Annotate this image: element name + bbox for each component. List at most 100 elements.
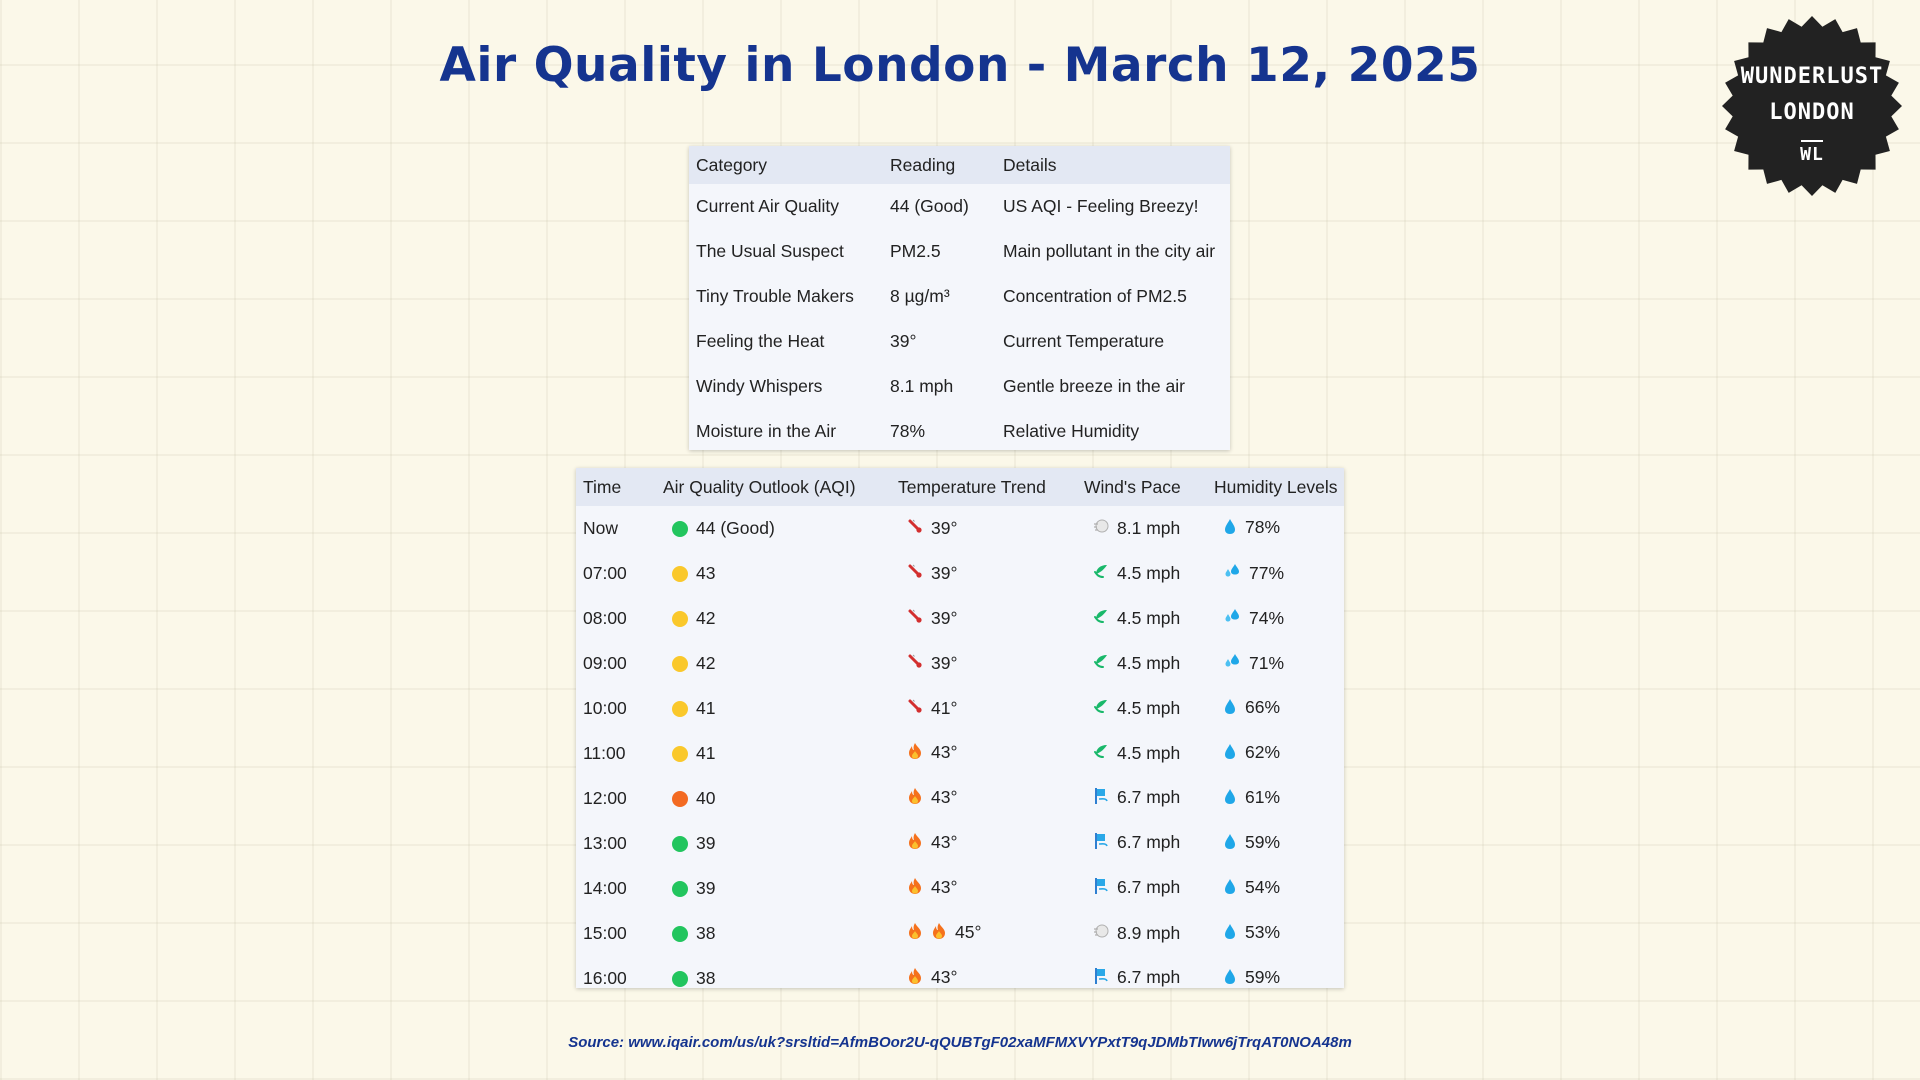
summary-category-text: Moisture in the Air bbox=[696, 421, 837, 441]
forecast-aqi: 38 bbox=[656, 956, 891, 1001]
wind-text: 6.7 mph bbox=[1117, 832, 1181, 853]
forecast-time: 11:00 bbox=[576, 731, 656, 776]
summary-category: Current Air Quality bbox=[689, 184, 883, 229]
summary-reading-text: 39° bbox=[890, 331, 917, 351]
humidity-text: 59% bbox=[1245, 832, 1281, 853]
forecast-aqi: 39 bbox=[656, 866, 891, 911]
forecast-aqi: 40 bbox=[656, 776, 891, 821]
forecast-row: Now 44 (Good) 39° 8.1 mph 78% bbox=[576, 506, 1344, 551]
temperature-text: 43° bbox=[931, 742, 958, 763]
time-text: 13:00 bbox=[583, 833, 627, 853]
summary-row: Tiny Trouble Makers 8 µg/m³ Concentration … bbox=[689, 274, 1230, 319]
sweat-droplets-icon bbox=[1223, 563, 1241, 584]
aqi-status-dot-icon bbox=[672, 791, 688, 808]
forecast-header-humidity: Humidity Levels bbox=[1207, 468, 1344, 506]
temperature-text: 43° bbox=[931, 832, 958, 853]
forecast-wind: 6.7 mph bbox=[1077, 866, 1207, 911]
summary-reading-text: 78% bbox=[890, 421, 926, 441]
humidity-text: 78% bbox=[1245, 517, 1281, 538]
aqi-text: 42 bbox=[696, 653, 716, 673]
forecast-time: 12:00 bbox=[576, 776, 656, 821]
aqi-text: 38 bbox=[696, 923, 716, 943]
sweat-droplets-icon bbox=[1223, 653, 1241, 674]
aqi-status-dot-icon bbox=[672, 881, 688, 898]
forecast-temperature: 41° bbox=[891, 686, 1077, 731]
aqi-text: 43 bbox=[696, 563, 716, 583]
forecast-wind: 4.5 mph bbox=[1077, 641, 1207, 686]
forecast-temperature: 39° bbox=[891, 551, 1077, 596]
forecast-time: 15:00 bbox=[576, 911, 656, 956]
forecast-time: 08:00 bbox=[576, 596, 656, 641]
summary-row: The Usual Suspect PM2.5 Main pollutant in … bbox=[689, 229, 1230, 274]
summary-reading: 8.1 mph bbox=[883, 364, 996, 409]
forecast-time: 14:00 bbox=[576, 866, 656, 911]
aqi-status-dot-icon bbox=[672, 971, 688, 988]
wind-flag-icon bbox=[1093, 877, 1109, 900]
temperature-text: 43° bbox=[931, 877, 958, 898]
forecast-temperature: 43° bbox=[891, 866, 1077, 911]
forecast-temperature: 39° bbox=[891, 596, 1077, 641]
fire-icon bbox=[907, 742, 923, 765]
time-text: Now bbox=[583, 518, 619, 538]
humidity-text: 71% bbox=[1249, 652, 1285, 673]
source-link[interactable]: Source: www.iqair.com/us/uk?srsltid=AfmB… bbox=[568, 1034, 1352, 1051]
wind-text: 6.7 mph bbox=[1117, 787, 1181, 808]
forecast-row: 08:00 42 39° 4.5 mph 74% bbox=[576, 596, 1344, 641]
humidity-text: 66% bbox=[1245, 697, 1281, 718]
forecast-time: 09:00 bbox=[576, 641, 656, 686]
forecast-humidity: 61% bbox=[1207, 776, 1344, 821]
badge-line-1: WUNDERLUST bbox=[1740, 64, 1884, 89]
aqi-text: 38 bbox=[696, 968, 716, 988]
forecast-row: 07:00 43 39° 4.5 mph 77% bbox=[576, 551, 1344, 596]
droplet-icon bbox=[1223, 698, 1237, 720]
badge-line-2: LONDON bbox=[1769, 100, 1855, 125]
forecast-humidity: 59% bbox=[1207, 821, 1344, 866]
forecast-wind: 4.5 mph bbox=[1077, 731, 1207, 776]
forecast-humidity: 62% bbox=[1207, 731, 1344, 776]
summary-category: Windy Whispers bbox=[689, 364, 883, 409]
summary-reading: 78% bbox=[883, 409, 996, 454]
time-text: 16:00 bbox=[583, 968, 627, 988]
droplet-icon bbox=[1223, 878, 1237, 900]
leaf-wind-icon bbox=[1093, 653, 1109, 674]
fire-icon bbox=[907, 922, 923, 945]
wind-text: 8.1 mph bbox=[1117, 517, 1181, 538]
time-text: 12:00 bbox=[583, 788, 627, 808]
summary-details-text: Relative Humidity bbox=[1003, 421, 1140, 441]
wind-text: 6.7 mph bbox=[1117, 967, 1181, 988]
thermometer-icon bbox=[907, 698, 923, 719]
leaf-wind-icon bbox=[1093, 698, 1109, 719]
forecast-humidity: 77% bbox=[1207, 551, 1344, 596]
summary-category: Tiny Trouble Makers bbox=[689, 274, 883, 319]
humidity-text: 62% bbox=[1245, 742, 1281, 763]
thermometer-icon bbox=[907, 608, 923, 629]
forecast-time: 13:00 bbox=[576, 821, 656, 866]
forecast-wind: 4.5 mph bbox=[1077, 596, 1207, 641]
summary-details: Gentle breeze in the air bbox=[996, 364, 1230, 409]
forecast-row: 14:00 39 43° 6.7 mph 54% bbox=[576, 866, 1344, 911]
forecast-row: 12:00 40 43° 6.7 mph 61% bbox=[576, 776, 1344, 821]
wind-text: 4.5 mph bbox=[1117, 742, 1181, 763]
summary-category-text: Tiny Trouble Makers bbox=[696, 286, 854, 306]
wind-face-icon bbox=[1093, 923, 1109, 944]
thermometer-icon bbox=[907, 563, 923, 584]
aqi-status-dot-icon bbox=[672, 611, 688, 628]
time-text: 14:00 bbox=[583, 878, 627, 898]
forecast-humidity: 66% bbox=[1207, 686, 1344, 731]
forecast-row: 11:00 41 43° 4.5 mph 62% bbox=[576, 731, 1344, 776]
summary-details: Relative Humidity bbox=[996, 409, 1230, 454]
leaf-wind-icon bbox=[1093, 743, 1109, 764]
droplet-icon bbox=[1223, 833, 1237, 855]
wunderlust-logo: WUNDERLUST LONDON WL bbox=[1722, 16, 1902, 196]
forecast-temperature: 43° bbox=[891, 956, 1077, 1001]
leaf-wind-icon bbox=[1093, 563, 1109, 584]
forecast-humidity: 53% bbox=[1207, 911, 1344, 956]
forecast-row: 15:00 38 45° 8.9 mph 53% bbox=[576, 911, 1344, 956]
humidity-text: 53% bbox=[1245, 922, 1281, 943]
summary-reading-text: 8 µg/m³ bbox=[890, 286, 950, 306]
wind-text: 4.5 mph bbox=[1117, 652, 1181, 673]
fire-icon bbox=[907, 832, 923, 855]
summary-header-details: Details bbox=[996, 146, 1230, 184]
summary-category-text: Current Air Quality bbox=[696, 196, 839, 216]
summary-row: Feeling the Heat 39° Current Temperature bbox=[689, 319, 1230, 364]
